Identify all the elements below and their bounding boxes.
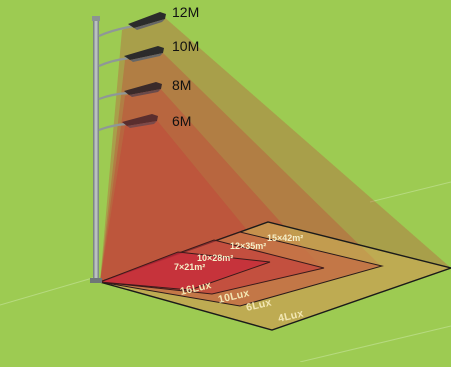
coverage-label-10x28: 10×28m² (197, 253, 233, 263)
height-labels: 12M 10M 8M 6M (172, 4, 199, 129)
arm-10m (98, 56, 131, 67)
height-label-6m: 6M (172, 113, 191, 129)
arm-8m (98, 91, 129, 101)
perspective-guides (0, 181, 451, 363)
lamp-head-6m (122, 114, 158, 128)
pole-shaft (93, 20, 99, 282)
pole-base (90, 278, 102, 283)
coverage-labels: 15×42m² 12×35m² 10×28m² 7×21m² (174, 233, 303, 272)
pole-cap (92, 16, 100, 21)
lux-label-4: 4Lux (277, 307, 305, 324)
guide-line-right (369, 181, 451, 203)
ground-zones (97, 221, 451, 331)
lamp-head-8m (124, 82, 162, 97)
lamp-pole (90, 16, 102, 283)
lux-label-6: 6Lux (245, 296, 273, 313)
height-label-10m: 10M (172, 38, 199, 54)
height-label-8m: 8M (172, 77, 191, 93)
height-label-12m: 12M (172, 4, 199, 20)
arm-12m (98, 24, 135, 37)
lamp-arms (98, 24, 135, 132)
coverage-label-12x35: 12×35m² (230, 241, 266, 251)
guide-line-bottom (299, 325, 451, 363)
guide-line-left (0, 276, 97, 306)
arm-6m (98, 122, 127, 132)
coverage-label-7x21: 7×21m² (174, 262, 205, 272)
lamp-heads (122, 12, 166, 128)
lamp-head-12m (128, 12, 166, 30)
coverage-label-15x42: 15×42m² (267, 233, 303, 243)
lamp-head-10m (124, 46, 164, 62)
zone-16lux (99, 251, 271, 291)
